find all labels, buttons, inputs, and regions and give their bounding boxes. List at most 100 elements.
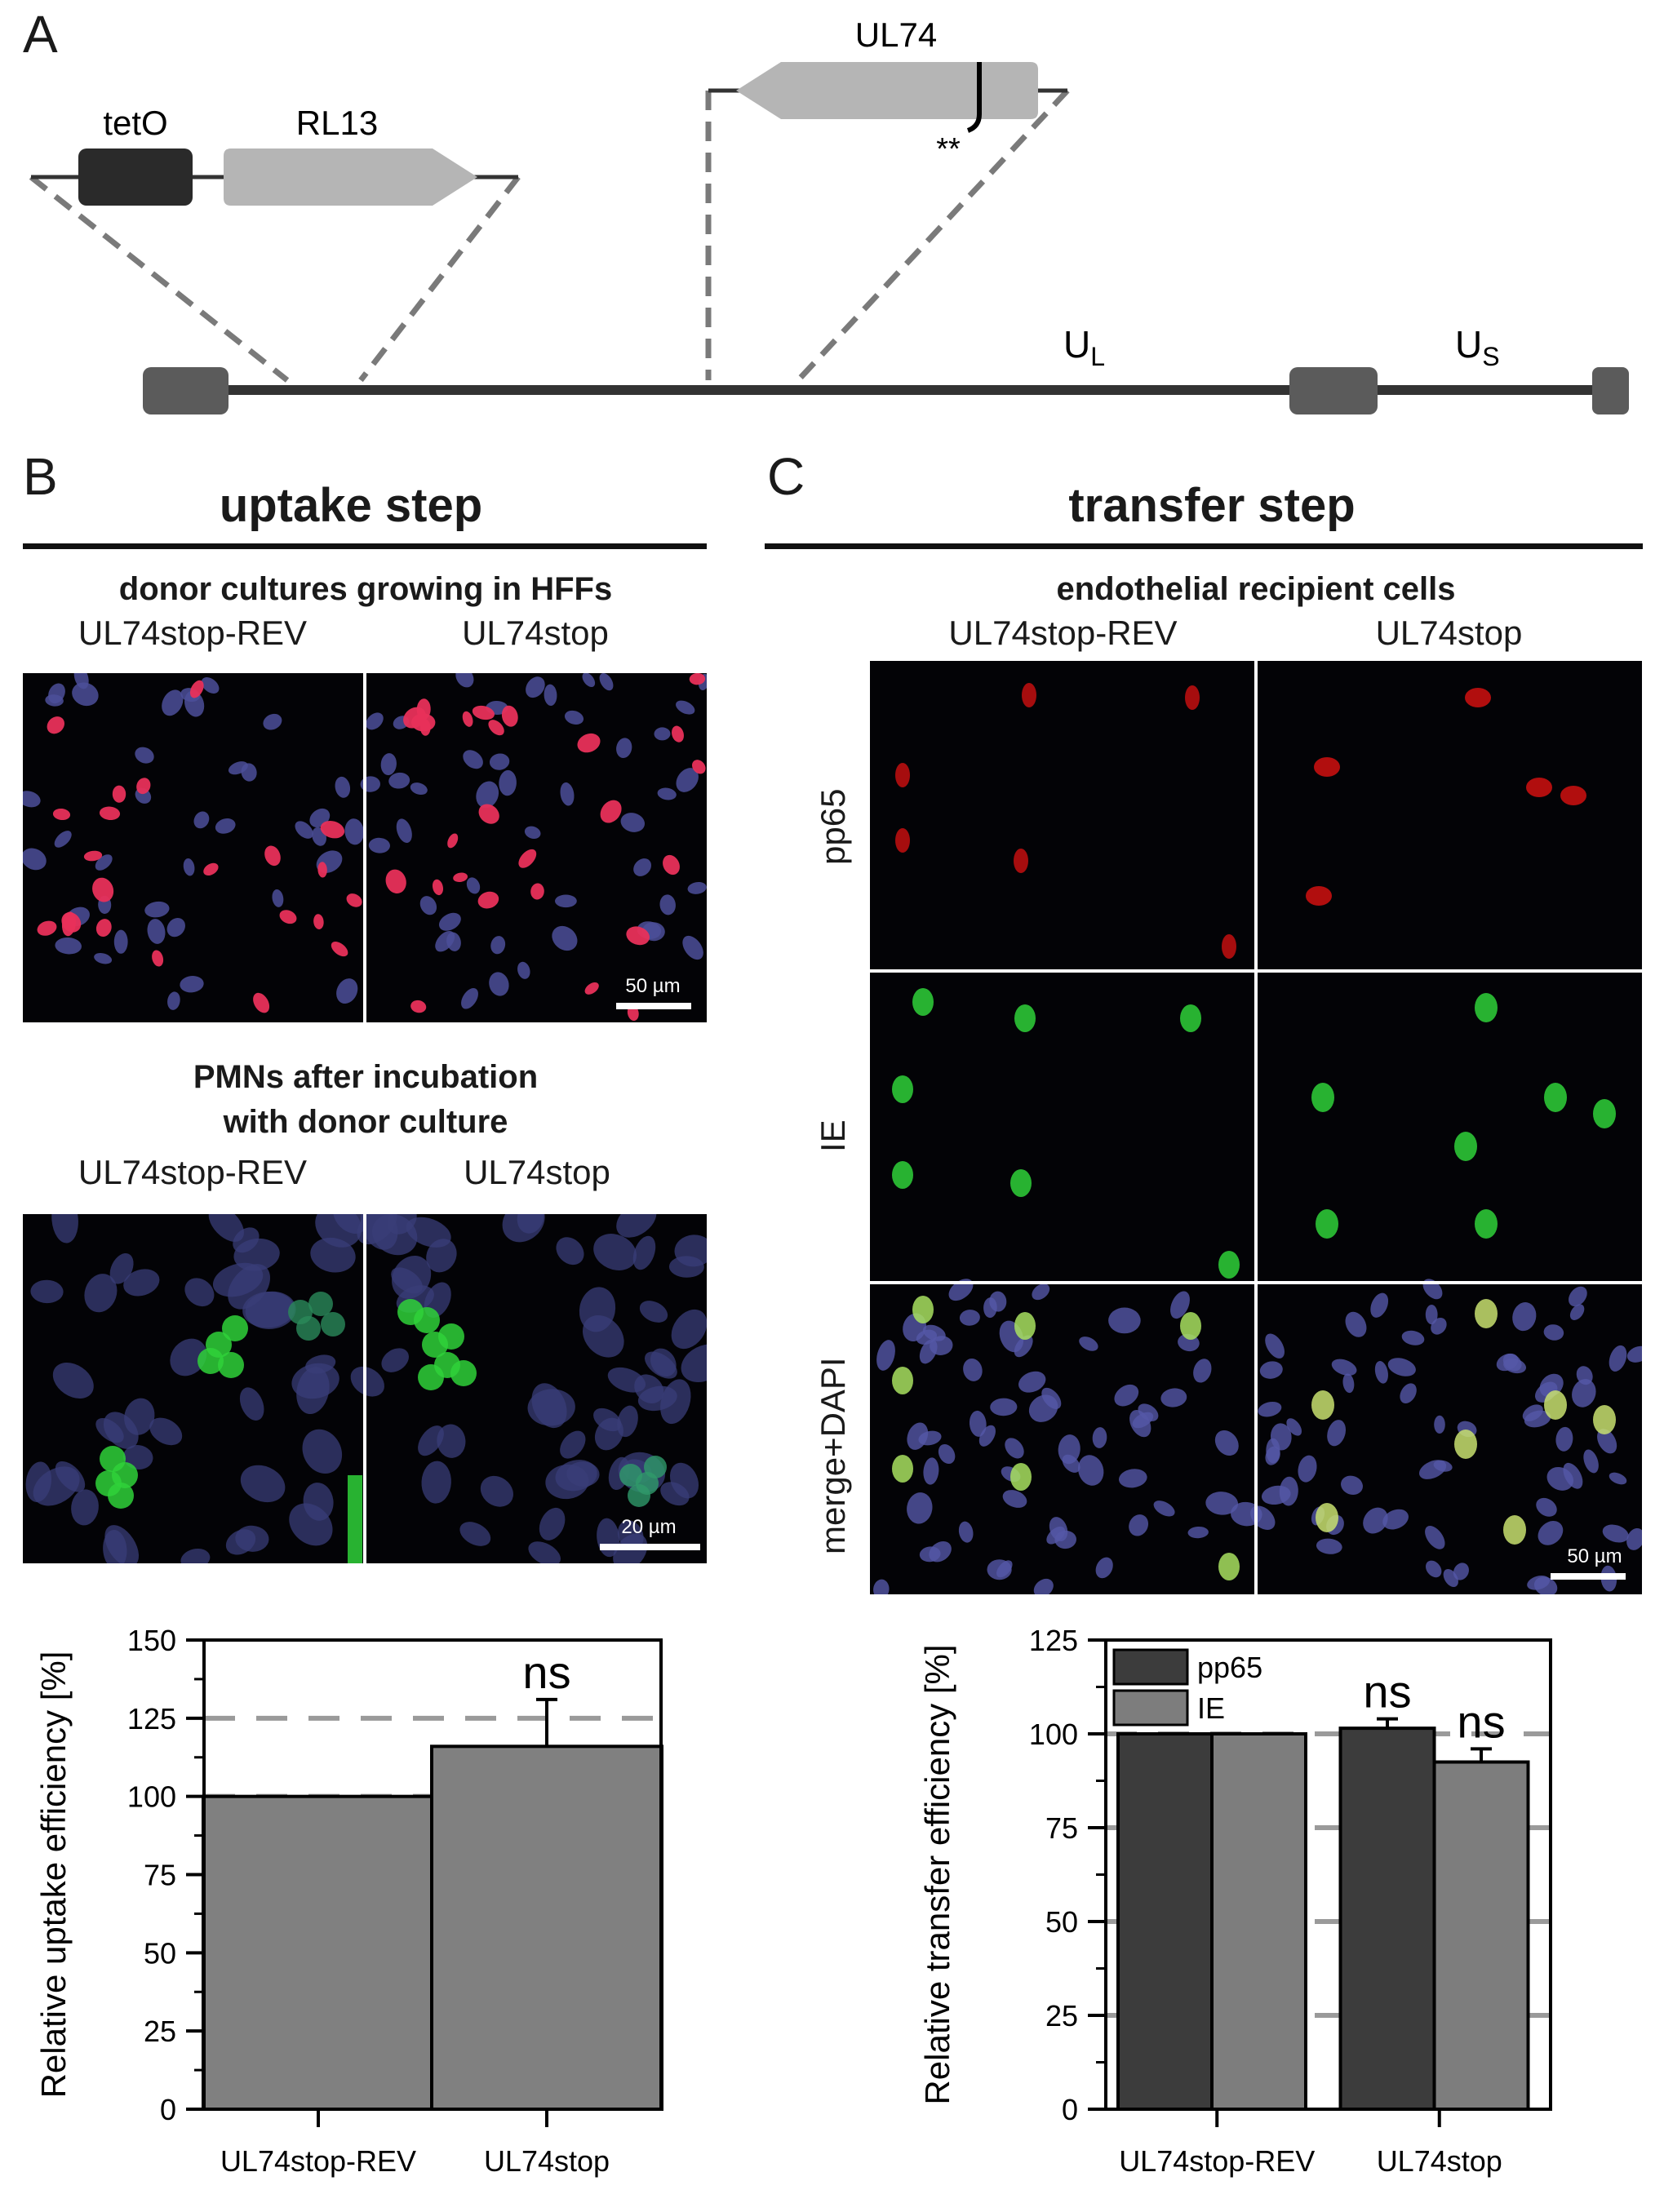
ul-region-label: UL xyxy=(1063,323,1105,371)
pmn-nucleus xyxy=(103,1529,127,1563)
pmn-nucleus xyxy=(617,1405,638,1438)
y-tick-label: 25 xyxy=(144,2015,176,2048)
pmn-nucleus xyxy=(669,1462,699,1499)
blue-nucleus xyxy=(489,753,510,770)
red-nucleus xyxy=(47,716,64,734)
dapi-nucleus xyxy=(1602,1524,1629,1543)
dapi-nucleus xyxy=(1572,1379,1596,1407)
terminal-repeat-right xyxy=(1592,367,1629,414)
blue-nucleus xyxy=(55,937,82,955)
pmn-nucleus xyxy=(240,1465,286,1503)
dapi-nucleus xyxy=(1370,1292,1389,1318)
pmn-nucleus xyxy=(208,1214,244,1242)
blue-nucleus xyxy=(144,901,170,918)
dapi-nucleus xyxy=(1536,1497,1557,1517)
transfer-row-divider-1 xyxy=(870,969,1642,973)
bar-IE-UL74stop-REV xyxy=(1210,1732,1307,2111)
blue-nucleus xyxy=(73,673,89,689)
dapi-nucleus xyxy=(1382,1509,1409,1530)
red-nucleus xyxy=(152,950,164,967)
merge-nucleus xyxy=(1311,1390,1334,1420)
blue-nucleus xyxy=(23,848,47,871)
ns-annotation: ns xyxy=(1363,1666,1411,1718)
dapi-nucleus xyxy=(1058,1434,1080,1465)
dapi-nucleus xyxy=(1270,1423,1292,1451)
merge-nucleus xyxy=(892,1367,913,1394)
dapi-nucleus xyxy=(1512,1302,1537,1332)
red-nucleus xyxy=(52,808,71,821)
red-nucleus xyxy=(83,850,103,862)
pmn-nucleus xyxy=(459,1522,491,1546)
pmn-col-label-stop: UL74stop xyxy=(464,1153,610,1191)
red-nucleus xyxy=(331,942,348,957)
pmn-nucleus xyxy=(616,1214,657,1238)
blue-nucleus xyxy=(517,961,530,979)
merge-nucleus xyxy=(1593,1405,1616,1434)
pmn-nucleus xyxy=(51,1214,78,1243)
blue-nucleus xyxy=(135,747,154,764)
ie-nucleus xyxy=(1454,1132,1477,1161)
blue-nucleus xyxy=(180,976,204,993)
endothelial-title: endothelial recipient cells xyxy=(1056,571,1456,607)
dapi-nucleus xyxy=(1583,1449,1599,1474)
blue-nucleus xyxy=(419,896,437,915)
merge-nucleus xyxy=(1010,1463,1032,1491)
red-nucleus xyxy=(346,893,362,907)
dapi-nucleus xyxy=(1298,1455,1317,1483)
y-tick-label: 125 xyxy=(1029,1624,1078,1657)
blue-nucleus xyxy=(687,881,707,894)
genome-map: tetO RL13 UL74 ** UL US xyxy=(29,16,1629,414)
blue-nucleus xyxy=(380,753,397,776)
pmn-nucleus xyxy=(291,1363,339,1399)
blue-nucleus xyxy=(94,952,113,964)
red-nucleus xyxy=(577,733,601,753)
pmn-nucleus xyxy=(228,1264,271,1310)
pmn-nucleus xyxy=(639,1301,668,1323)
ie-nucleus xyxy=(1218,1251,1240,1279)
donor-scale-bar xyxy=(616,1003,691,1009)
dapi-nucleus xyxy=(963,1358,983,1381)
pmn-scale-bar xyxy=(600,1544,700,1550)
pmn-title-line2: with donor culture xyxy=(223,1104,508,1140)
pmn-nucleus xyxy=(310,1237,356,1273)
dapi-nucleus xyxy=(1265,1333,1285,1359)
blue-nucleus xyxy=(201,677,220,694)
ie-nucleus xyxy=(892,1075,913,1103)
pp65-nucleus xyxy=(1185,685,1200,710)
red-nucleus xyxy=(518,849,537,868)
merge-nucleus xyxy=(1014,1312,1036,1340)
red-nucleus xyxy=(584,982,599,995)
dapi-nucleus xyxy=(1609,1345,1627,1372)
transfer-micrograph-grid: 50 µm xyxy=(870,661,1642,1594)
ie-nucleus xyxy=(1180,1004,1201,1032)
legend-swatch-IE xyxy=(1112,1689,1189,1727)
dapi-nucleus xyxy=(959,1310,980,1326)
pmn-nucleus xyxy=(637,1385,677,1412)
pmn-nucleus xyxy=(123,1269,160,1297)
blue-nucleus xyxy=(336,978,358,1004)
dapi-nucleus xyxy=(1341,1475,1363,1495)
bar-pp65-UL74stop xyxy=(1338,1727,1436,2111)
y-tick-label: 25 xyxy=(1045,1999,1078,2032)
pmn-nucleus xyxy=(71,1489,99,1526)
donor-col-label-rev: UL74stop-REV xyxy=(78,614,308,652)
dapi-nucleus xyxy=(1095,1557,1113,1579)
green-pmn-nucleus xyxy=(414,1307,440,1333)
pmn-nucleus xyxy=(239,1387,264,1421)
ns-annotation: ns xyxy=(1457,1696,1505,1747)
blue-nucleus xyxy=(490,936,506,955)
blue-nucleus xyxy=(316,850,343,874)
pp65-nucleus xyxy=(1014,849,1028,873)
y-tick-label: 125 xyxy=(127,1702,176,1735)
ie-nucleus xyxy=(1014,1004,1036,1032)
dapi-nucleus xyxy=(1418,1460,1447,1479)
blue-nucleus xyxy=(147,919,166,944)
blue-nucleus xyxy=(544,684,557,706)
legend-swatch-pp65 xyxy=(1112,1648,1189,1686)
dapi-nucleus xyxy=(1546,1466,1574,1491)
ie-nucleus xyxy=(1593,1099,1616,1128)
bar-uptake-UL74stop xyxy=(430,1744,663,2111)
green-pmn-nucleus xyxy=(222,1315,248,1341)
blue-nucleus xyxy=(524,826,541,839)
pmn-panel-divider xyxy=(363,1214,366,1563)
